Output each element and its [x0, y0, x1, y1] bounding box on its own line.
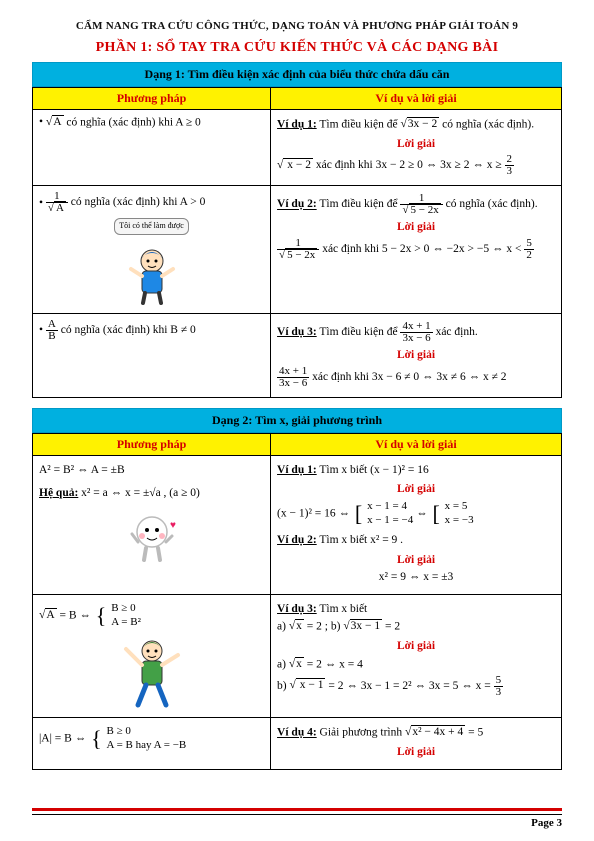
- example-label: Ví dụ 3:: [277, 603, 317, 615]
- example-label: Ví dụ 4:: [277, 727, 317, 739]
- document-header: CẨM NANG TRA CỨU CÔNG THỨC, DẠNG TOÁN VÀ…: [32, 20, 562, 32]
- cartoon-boy2-icon: [120, 635, 184, 709]
- page-footer: Page 3: [32, 814, 562, 829]
- solution-label: Lời giải: [277, 482, 555, 498]
- example-text: Giải phương trình: [320, 727, 405, 739]
- brace-icon: {: [96, 609, 107, 622]
- frac-1-sqrt5-2x-b: 1 √5 − 2x: [277, 238, 319, 261]
- frac-4x1-3x6: 4x + 13x − 6: [400, 321, 432, 344]
- cases: B ≥ 0 A = B²: [111, 602, 141, 630]
- solution-text: xác định khi 5 − 2x > 0 ⇔ −2x > −5 ⇔ x <: [322, 243, 524, 255]
- hequa-label: Hệ quả:: [39, 487, 78, 499]
- method-text: có nghĩa (xác định) khi B ≠ 0: [61, 324, 196, 336]
- sqrt-x-1: x − 1: [290, 678, 326, 694]
- example-text-tail: có nghĩa (xác định).: [446, 199, 538, 211]
- bullet-icon: [39, 197, 46, 209]
- cases: x − 1 = 4 x − 1 = −4: [367, 500, 413, 528]
- cases: B ≥ 0 A = B hay A = −B: [107, 725, 187, 753]
- sqrt-x-2: x − 2: [277, 158, 313, 174]
- example-label: Ví dụ 1:: [277, 118, 317, 130]
- solution-text: x² = 9 ⇔ x = ±3: [277, 570, 555, 586]
- footer-accent-bar: [32, 808, 562, 811]
- example-label: Ví dụ 2:: [277, 534, 317, 546]
- cartoon-mascot-icon: ♥: [124, 508, 180, 564]
- table-row: A² = B² ⇔ A = ±B Hệ quả: x² = a ⇔ x = ±√…: [33, 455, 562, 594]
- sqrt-3x-2: 3x − 2: [400, 117, 439, 133]
- hequa-text: x² = a ⇔ x = ±√a , (a ≥ 0): [81, 487, 200, 499]
- sqrt-A: A: [46, 115, 64, 131]
- solution-label: Lời giải: [277, 745, 555, 761]
- item-a-eq: = 2 ;: [307, 621, 328, 633]
- bullet-icon: [39, 324, 46, 336]
- item-b-label: b): [331, 621, 343, 633]
- example-text: Tìm x biết (x − 1)² = 16: [319, 464, 428, 476]
- method-text: có nghĩa (xác định) khi A > 0: [71, 197, 206, 209]
- example-text: Tìm điều kiện để: [319, 199, 400, 211]
- method-text: có nghĩa (xác định) khi A ≥ 0: [66, 116, 200, 128]
- solution-label: Lời giải: [277, 348, 555, 364]
- item-a-label: a): [277, 621, 289, 633]
- cartoon-boy-icon: [123, 243, 181, 305]
- svg-text:♥: ♥: [170, 520, 176, 531]
- example-text: Tìm điều kiện để: [319, 326, 400, 338]
- example-label: Ví dụ 1:: [277, 464, 317, 476]
- example-text: Tìm x biết x² = 9 .: [319, 534, 403, 546]
- method-line1: A² = B² ⇔ A = ±B: [39, 463, 264, 479]
- sqrt-x: x: [289, 619, 304, 635]
- cases: x = 5 x = −3: [445, 500, 474, 528]
- example-text-tail: = 5: [468, 727, 483, 739]
- solution-label: Lời giải: [277, 553, 555, 569]
- table-row: AB có nghĩa (xác định) khi B ≠ 0 Ví dụ 3…: [33, 314, 562, 398]
- col-method-header: Phương pháp: [33, 88, 271, 110]
- frac-5-2: 52: [524, 238, 534, 261]
- table-dang1: Phương pháp Ví dụ và lời giải A có nghĩa…: [32, 87, 562, 398]
- sqrt-quad: x² − 4x + 4: [405, 725, 465, 741]
- example-text-tail: xác định.: [436, 326, 478, 338]
- table-dang2: Phương pháp Ví dụ và lời giải A² = B² ⇔ …: [32, 433, 562, 770]
- speech-bubble: Tôi có thể làm được: [114, 218, 189, 235]
- bullet-icon: [39, 116, 46, 128]
- solution-b: = 2 ⇔ 3x − 1 = 2² ⇔ 3x = 5 ⇔ x =: [328, 680, 493, 692]
- page: CẨM NANG TRA CỨU CÔNG THỨC, DẠNG TOÁN VÀ…: [0, 0, 594, 841]
- topic-band-1: Dạng 1: Tìm điều kiện xác định của biểu …: [32, 62, 562, 87]
- example-text-tail: có nghĩa (xác định).: [442, 118, 534, 130]
- topic-band-2: Dạng 2: Tìm x, giải phương trình: [32, 408, 562, 433]
- solution-label: Lời giải: [277, 220, 555, 236]
- solution-label: Lời giải: [277, 639, 555, 655]
- example-label: Ví dụ 3:: [277, 326, 317, 338]
- frac-1-sqrt5-2x: 1 √5 − 2x: [400, 193, 442, 216]
- bracket-icon: [: [432, 507, 439, 520]
- solution-a: = 2 ⇔ x = 4: [307, 658, 363, 670]
- table-row: |A| = B ⇔ { B ≥ 0 A = B hay A = −B Ví dụ…: [33, 718, 562, 769]
- sqrt-A: A: [39, 608, 57, 624]
- example-label: Ví dụ 2:: [277, 199, 317, 211]
- table-row: A = B ⇔ { B ≥ 0 A = B²: [33, 594, 562, 718]
- bracket-icon: [: [355, 507, 362, 520]
- frac-4x1-3x6-b: 4x + 13x − 6: [277, 366, 309, 389]
- solution-text: xác định khi 3x − 2 ≥ 0 ⇔ 3x ≥ 2 ⇔ x ≥: [316, 160, 505, 172]
- sqrt-3x-1: 3x − 1: [343, 619, 382, 635]
- col-example-header: Ví dụ và lời giải: [271, 433, 562, 455]
- frac-5-3: 53: [494, 675, 504, 698]
- solution-text: xác định khi 3x − 6 ≠ 0 ⇔ 3x ≠ 6 ⇔ x ≠ 2: [312, 371, 506, 383]
- solution-label: Lời giải: [277, 137, 555, 153]
- table-row: 1 √A có nghĩa (xác định) khi A > 0 Tôi c…: [33, 186, 562, 314]
- example-text: Tìm x biết: [319, 603, 367, 615]
- example-text: Tìm điều kiện để: [319, 118, 400, 130]
- brace-icon: {: [91, 732, 102, 745]
- table-row: A có nghĩa (xác định) khi A ≥ 0 Ví dụ 1:…: [33, 110, 562, 186]
- col-method-header: Phương pháp: [33, 433, 271, 455]
- item-b-eq: = 2: [385, 621, 400, 633]
- frac-1-sqrtA: 1 √A: [46, 191, 68, 214]
- frac-2-3: 23: [505, 154, 515, 177]
- part-title: PHẦN 1: SỔ TAY TRA CỨU KIẾN THỨC VÀ CÁC …: [32, 40, 562, 56]
- frac-A-B: AB: [46, 319, 58, 342]
- col-example-header: Ví dụ và lời giải: [271, 88, 562, 110]
- sqrt-x: x: [289, 657, 304, 673]
